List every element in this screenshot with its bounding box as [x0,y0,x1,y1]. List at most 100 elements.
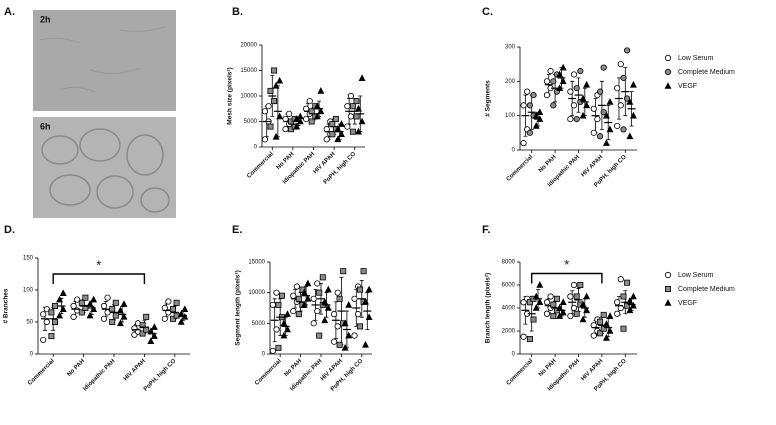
data-point [532,111,540,119]
x-tick-label: No PAH [276,151,296,171]
data-point [553,295,560,302]
data-point [100,302,108,310]
data-point [165,298,172,305]
significance-bracket [52,273,146,284]
data-point [323,136,330,143]
data-point [78,299,85,306]
data-point [559,298,567,306]
data-point [40,311,47,318]
data-point [520,140,527,147]
data-point [629,80,637,88]
legend-label: Complete Medium [678,286,735,293]
data-point [623,47,631,54]
data-point [351,332,358,339]
x-tick-label: PoPH, high CO [143,358,178,393]
data-point [602,320,610,327]
data-point [295,311,302,318]
legend-marker [665,285,672,292]
texture [39,26,166,93]
data-point [614,85,621,92]
data-point [526,129,534,136]
data-point [109,318,116,325]
legend-marker [664,271,672,279]
data-point [573,293,580,300]
y-tick-label: 15000 [248,260,265,266]
data-point [570,281,578,289]
data-point [334,323,341,330]
micrograph-6h: 6h [33,117,176,218]
data-point [524,88,531,95]
significance-label: * [96,257,101,272]
data-point [336,341,343,348]
data-point [300,301,308,308]
data-point [56,311,64,319]
y-tick-label: 10000 [248,290,265,296]
data-point [284,310,291,317]
data-point [351,295,358,302]
texture [41,128,170,213]
data-point [353,113,360,120]
data-point [336,295,343,302]
data-point [271,67,278,74]
data-point [313,112,321,120]
data-point [583,306,591,314]
data-point [597,318,604,325]
data-point [78,309,85,316]
data-point [355,104,362,112]
data-point [59,305,67,313]
data-point [629,111,637,119]
x-tick-label: HIV APAH [580,154,604,178]
data-point [293,283,300,290]
data-point [139,322,146,329]
data-point [43,318,50,326]
data-point [530,91,537,99]
data-point [341,319,349,327]
data-point [570,71,578,78]
data-point [308,108,315,115]
data-point [314,307,321,315]
data-point [310,320,317,327]
data-point [324,285,332,293]
data-point [282,115,289,123]
data-point [324,304,332,311]
y-tick-label: 0 [254,145,258,151]
data-point [120,313,128,320]
data-point [550,78,557,85]
data-point [620,126,627,133]
data-point [276,112,284,120]
data-point [316,332,323,339]
data-point [567,293,574,300]
data-point [340,268,347,275]
data-point [261,136,269,143]
data-point [86,300,94,307]
legend-marker [664,54,672,62]
significance-bracket [531,272,603,284]
data-point [600,64,607,71]
data-point [181,305,189,313]
data-point [590,105,597,112]
data-point [602,334,610,341]
data-point [362,340,369,348]
data-point [573,85,580,92]
data-point [338,120,345,127]
data-point [532,304,540,311]
data-point [334,135,342,143]
data-point [360,268,367,275]
legend-label: Complete Medium [678,69,735,76]
data-point [543,299,551,306]
data-point [353,98,360,105]
panel-label: F. [482,224,491,236]
data-point [52,318,59,325]
data-point [303,105,310,112]
data-point [606,98,614,105]
x-tick-label: Commercial [254,358,283,387]
data-point [355,127,362,135]
data-point [109,306,116,313]
data-point [104,294,111,301]
data-point [290,307,297,315]
image-label: 2h [40,14,51,24]
data-point [526,102,534,109]
data-point [577,67,584,75]
y-tick-label: 100 [505,113,516,119]
y-tick-label: 10000 [240,94,257,100]
